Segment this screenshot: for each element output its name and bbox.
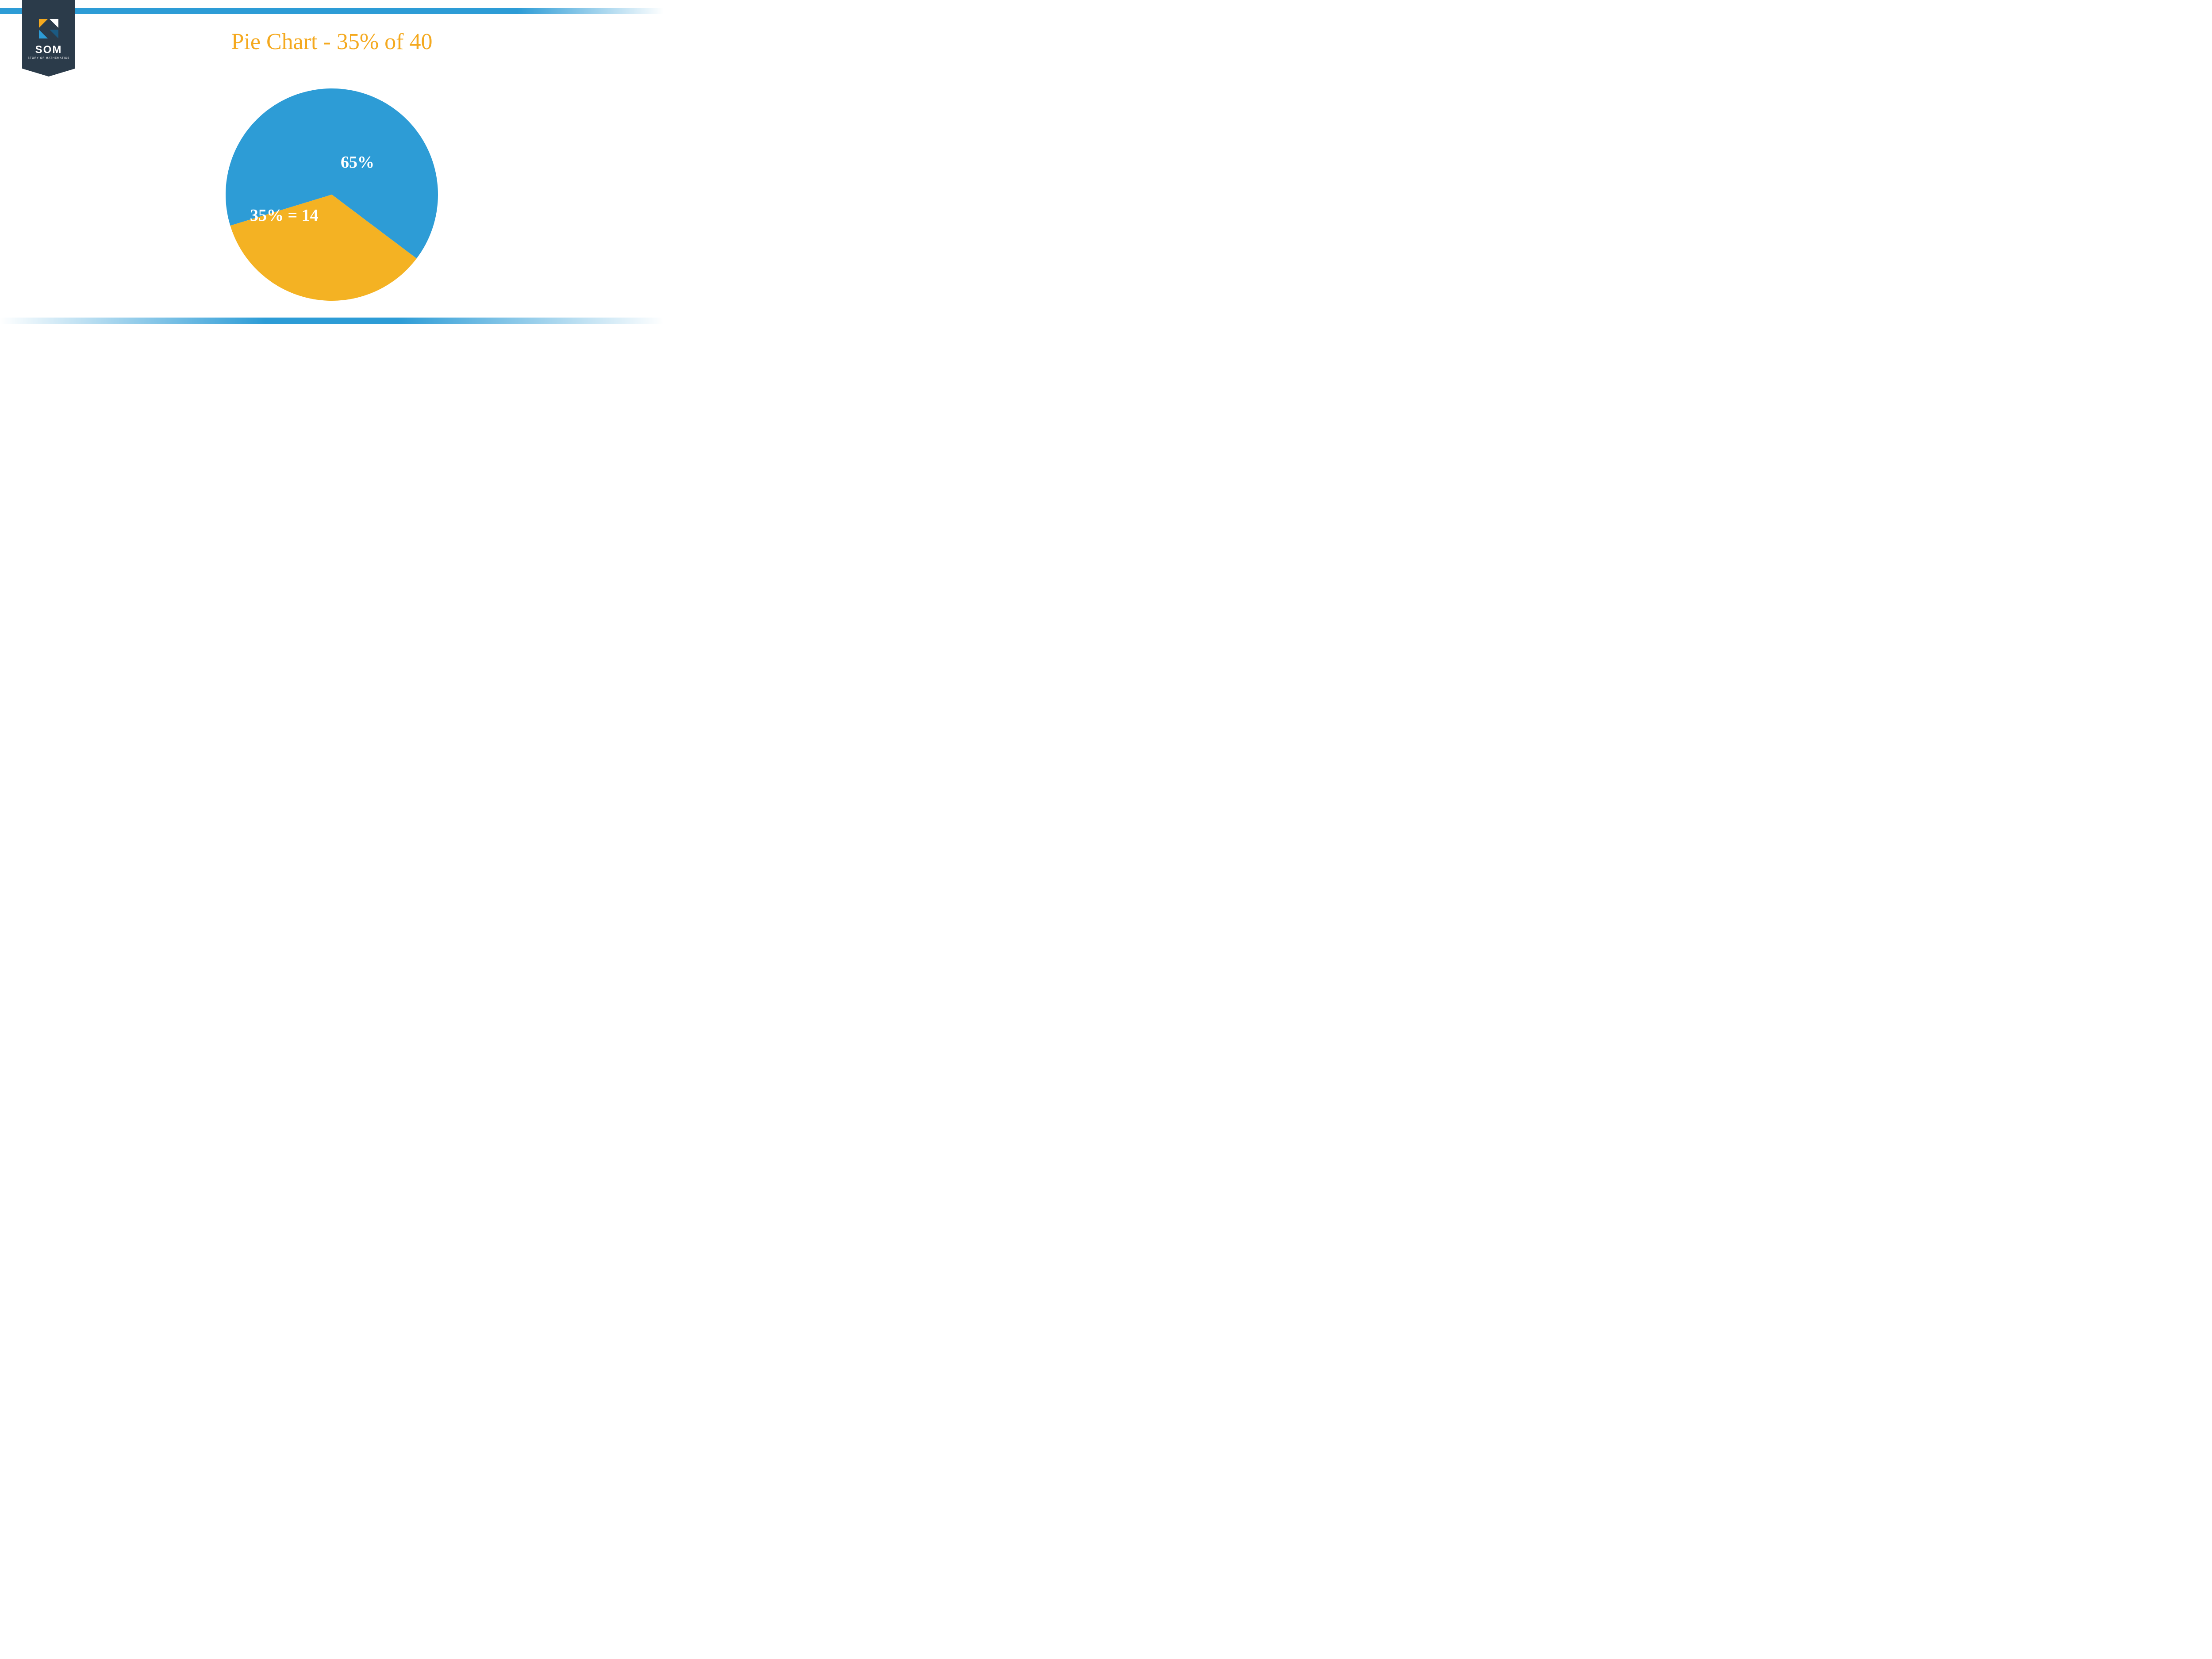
logo-subtext: STORY OF MATHEMATICS [28,57,70,60]
pie-slice-label-35: 35% = 14 [250,206,319,225]
pie-chart: 65% 35% = 14 [226,88,438,301]
bottom-accent-bar [0,318,664,324]
top-accent-bar [0,8,664,14]
chart-title: Pie Chart - 35% of 40 [0,29,664,55]
pie-slice-label-65: 65% [341,153,374,172]
